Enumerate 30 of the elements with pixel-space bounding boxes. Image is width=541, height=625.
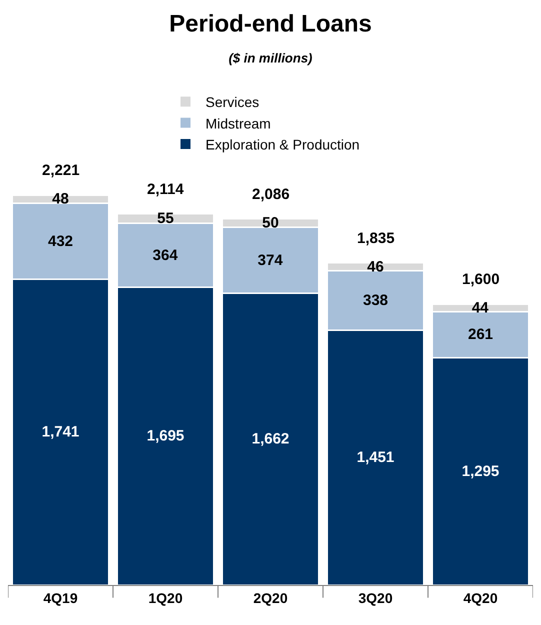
data-label: 1,295 — [462, 462, 500, 480]
x-tick-label: 2Q20 — [253, 590, 288, 606]
data-label: 55 — [157, 210, 174, 228]
data-label: 1,662 — [252, 430, 290, 448]
legend-label: Midstream — [206, 115, 271, 132]
x-tick-label: 4Q20 — [463, 590, 498, 606]
x-tick-label: 3Q20 — [358, 590, 393, 606]
legend-label: Services — [206, 94, 260, 110]
data-label: 48 — [52, 190, 69, 208]
total-label: 2,086 — [252, 186, 290, 203]
data-label: 338 — [362, 292, 388, 310]
chart-subtitle: ($ in millions) — [228, 50, 312, 66]
legend-label: Exploration & Production — [206, 136, 360, 152]
x-tick-label: 1Q20 — [148, 590, 183, 606]
data-label: 44 — [472, 299, 490, 316]
total-label: 1,835 — [357, 230, 395, 247]
data-label: 1,695 — [146, 428, 184, 445]
total-label: 1,600 — [462, 271, 500, 288]
data-label: 46 — [367, 258, 384, 276]
data-label: 364 — [152, 246, 178, 264]
data-label: 432 — [48, 232, 74, 250]
total-label: 2,114 — [147, 181, 184, 198]
chart-title: Period-end Loans — [169, 10, 372, 38]
data-label: 1,451 — [356, 449, 394, 466]
total-label: 2,221 — [42, 162, 80, 179]
data-label: 50 — [262, 214, 279, 232]
data-label: 261 — [468, 326, 494, 344]
data-label: 374 — [258, 252, 284, 269]
x-tick-label: 4Q19 — [43, 590, 78, 606]
data-label: 1,741 — [42, 424, 80, 441]
